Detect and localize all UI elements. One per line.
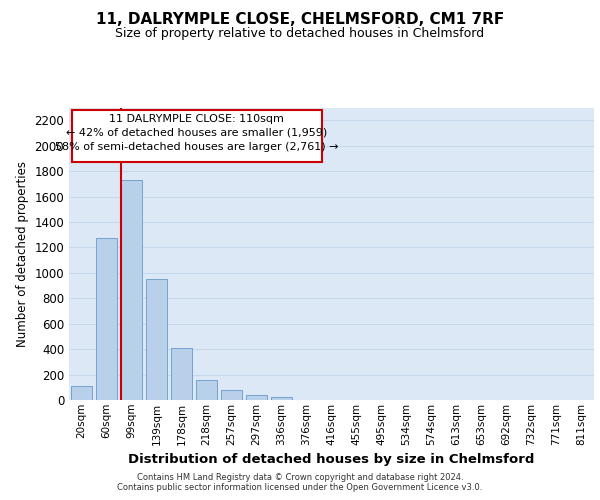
Bar xyxy=(71,386,92,400)
Text: 11 DALRYMPLE CLOSE: 110sqm
← 42% of detached houses are smaller (1,959)
58% of s: 11 DALRYMPLE CLOSE: 110sqm ← 42% of deta… xyxy=(55,114,338,152)
Bar xyxy=(196,380,217,400)
Text: Contains HM Land Registry data © Crown copyright and database right 2024.
Contai: Contains HM Land Registry data © Crown c… xyxy=(118,473,482,492)
Bar xyxy=(171,348,192,400)
Bar xyxy=(96,238,117,400)
Text: 11, DALRYMPLE CLOSE, CHELMSFORD, CM1 7RF: 11, DALRYMPLE CLOSE, CHELMSFORD, CM1 7RF xyxy=(96,12,504,28)
X-axis label: Distribution of detached houses by size in Chelmsford: Distribution of detached houses by size … xyxy=(128,453,535,466)
Bar xyxy=(221,390,242,400)
Bar xyxy=(246,394,267,400)
Text: Size of property relative to detached houses in Chelmsford: Size of property relative to detached ho… xyxy=(115,26,485,40)
FancyBboxPatch shape xyxy=(71,110,322,162)
Bar xyxy=(121,180,142,400)
Bar xyxy=(271,397,292,400)
Y-axis label: Number of detached properties: Number of detached properties xyxy=(16,161,29,347)
Bar xyxy=(146,279,167,400)
